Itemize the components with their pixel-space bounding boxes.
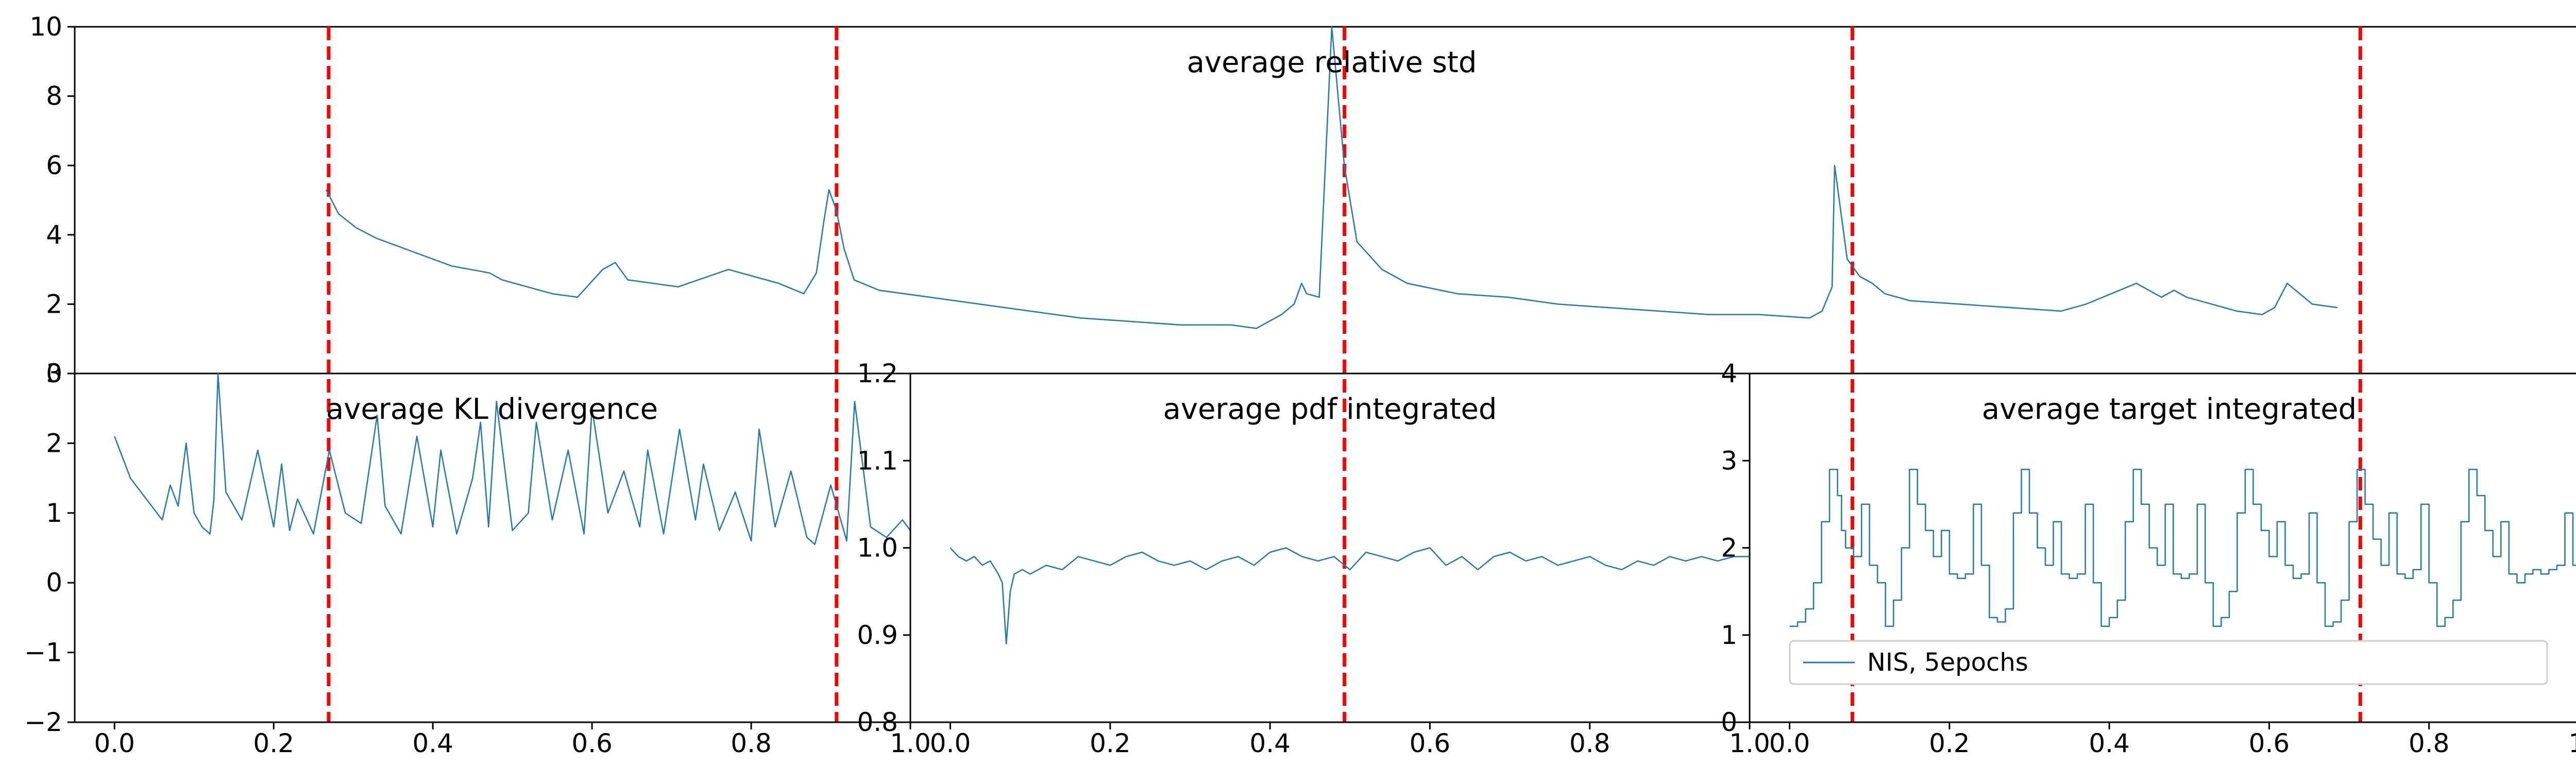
y-tick-label-target: 3 [1721, 446, 1737, 475]
x-tick-label-pdf: 1.0 [1729, 728, 1770, 758]
panel-title-kl: average KL divergence [326, 393, 658, 426]
y-tick-label-target: 2 [1721, 533, 1737, 563]
panel-title-target: average target integrated [1982, 393, 2357, 426]
y-tick-label-target: 4 [1721, 359, 1737, 388]
panel-target-integrated: 0 1 2 3 4 0.0 0.2 0.4 0.6 0.8 1.0 average target in… [1721, 359, 2576, 758]
y-tick-label-kl: 1 [46, 498, 62, 528]
y-tick-label-top: 6 [46, 150, 62, 180]
x-tick-label-target: 0.2 [1929, 728, 1970, 758]
y-tick-label-kl: −2 [24, 707, 62, 737]
series-line-top [325, 26, 2338, 329]
x-tick-label-target: 0.0 [1769, 728, 1810, 758]
x-tick-label-pdf: 0.0 [930, 728, 971, 758]
y-tick-label-kl: −1 [24, 638, 62, 668]
y-tick-label-top: 8 [46, 81, 62, 111]
x-tick-label-target: 0.4 [2089, 728, 2130, 758]
y-tick-label-target: 0 [1721, 707, 1737, 737]
x-tick-label-kl: 0.8 [731, 728, 772, 758]
x-tick-label-pdf: 0.6 [1410, 728, 1451, 758]
series-line-pdf [950, 547, 1750, 644]
y-tick-label-pdf: 0.9 [857, 620, 898, 650]
y-tick-label-top: 4 [46, 220, 62, 250]
x-tick-label-kl: 0.6 [571, 728, 613, 758]
panel-pdf-integrated: 0.80.91.01.11.20.0 0.2 0.4 0.6 0.8 1.0average… [857, 359, 1770, 758]
x-tick-label-pdf: 0.2 [1090, 728, 1131, 758]
x-tick-label-kl: 1.0 [890, 728, 931, 758]
y-tick-label-top: 10 [29, 12, 62, 42]
x-tick-label-target: 0.6 [2249, 728, 2290, 758]
y-tick-label-top: 2 [46, 289, 62, 319]
panel-title-pdf: average pdf integrated [1163, 393, 1497, 426]
x-tick-label-pdf: 0.8 [1569, 728, 1611, 758]
series-line-target [1789, 468, 2576, 627]
x-tick-label-kl: 0.0 [94, 728, 135, 758]
y-tick-label-top: 0 [46, 359, 62, 388]
x-tick-label-target: 0.8 [2409, 728, 2450, 758]
y-tick-label-kl: 0 [46, 568, 62, 598]
y-tick-label-pdf: 1.0 [857, 533, 898, 563]
x-tick-label-pdf: 0.4 [1249, 728, 1291, 758]
y-tick-label-pdf: 0.8 [857, 707, 898, 737]
y-tick-label-pdf: 1.2 [857, 359, 898, 388]
x-tick-label-target: 1.0 [2568, 728, 2576, 758]
legend-box [1789, 640, 2548, 685]
y-tick-label-kl: 2 [46, 428, 62, 458]
x-tick-label-kl: 0.2 [253, 728, 294, 758]
y-tick-label-target: 1 [1721, 620, 1737, 650]
legend-label: NIS, 5epochs [1867, 648, 2028, 677]
panel-title-top: average relative std [1187, 46, 1477, 79]
y-tick-label-kl: 3 [46, 359, 62, 388]
x-tick-label-kl: 0.4 [412, 728, 453, 758]
y-tick-label-pdf: 1.1 [857, 446, 898, 475]
series-line-kl [114, 372, 911, 545]
